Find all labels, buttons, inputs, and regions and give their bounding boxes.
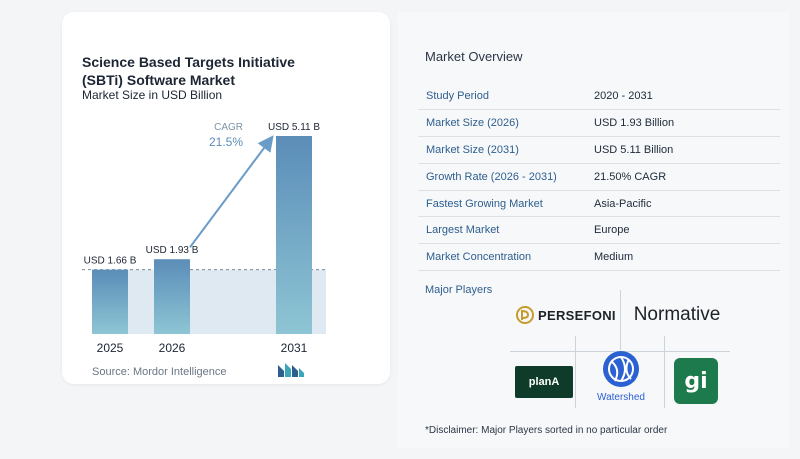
overview-key: Study Period: [418, 83, 588, 111]
normative-logo: Normative: [624, 302, 730, 328]
bar-chart: USD 1.66 B 2025 USD 1.93 B 2026 USD 5.11 B 20…: [82, 122, 328, 355]
overview-key: Largest Market: [418, 216, 588, 245]
persefoni-icon: [516, 306, 534, 324]
overview-row: Fastest Growing Market Asia-Pacific: [418, 190, 780, 218]
bar-2026: [154, 259, 190, 334]
gi-logo: gi: [674, 358, 718, 404]
x-tick-2025: 2025: [97, 341, 124, 355]
normative-name: Normative: [633, 304, 721, 325]
chart-title: Science Based Targets Initiative (SBTi) …: [82, 54, 295, 88]
overview-row: Study Period 2020 - 2031: [418, 83, 780, 111]
bar-2031: [276, 136, 312, 334]
logo-divider: [575, 336, 576, 408]
overview-row: Market Size (2026) USD 1.93 Billion: [418, 109, 780, 138]
data-label-2031: USD 5.11 B: [268, 122, 320, 133]
overview-row: Largest Market Europe: [418, 216, 780, 245]
overview-value: Medium: [588, 243, 780, 272]
plana-name: planA: [528, 376, 560, 388]
overview-key: Market Concentration: [418, 243, 588, 272]
overview-key: Market Size (2026): [418, 109, 588, 138]
plana-logo: planA: [515, 366, 573, 398]
overview-value: 2020 - 2031: [588, 83, 780, 111]
cagr-label: CAGR: [214, 122, 243, 133]
disclaimer: *Disclaimer: Major Players sorted in no …: [425, 425, 668, 436]
watershed-name: Watershed: [597, 392, 645, 403]
overview-key: Fastest Growing Market: [418, 190, 588, 218]
source-note: Source: Mordor Intelligence: [92, 366, 227, 378]
overview-key: Growth Rate (2026 - 2031): [418, 163, 588, 191]
x-tick-2031: 2031: [281, 341, 308, 355]
overview-row: Market Size (2031) USD 5.11 Billion: [418, 136, 780, 164]
logo-divider: [664, 336, 665, 408]
x-tick-2026: 2026: [159, 341, 186, 355]
persefoni-name: PERSEFONI: [538, 307, 616, 323]
overview-value: Asia-Pacific: [588, 190, 780, 218]
overview-value: USD 5.11 Billion: [588, 136, 780, 164]
globe-icon: [603, 351, 639, 387]
watershed-logo: Watershed: [590, 344, 652, 408]
logo-divider: [620, 290, 621, 350]
cagr-arrow: [189, 135, 274, 248]
overview-value: 21.50% CAGR: [588, 163, 780, 191]
gi-name: gi: [684, 368, 708, 394]
overview-value: Europe: [588, 216, 780, 245]
cagr-value: 21.5%: [209, 135, 243, 149]
overview-key: Market Size (2031): [418, 136, 588, 164]
overview-row: Market Concentration Medium: [418, 243, 780, 272]
market-overview-title: Market Overview: [425, 49, 523, 64]
major-players-title: Major Players: [425, 284, 493, 296]
overview-value: USD 1.93 Billion: [588, 109, 780, 138]
chart-subtitle: Market Size in USD Billion: [82, 88, 223, 102]
data-label-2025: USD 1.66 B: [84, 256, 137, 267]
market-overview-table: Study Period 2020 - 2031 Market Size (2026…: [418, 83, 780, 272]
mordor-intelligence-logo: [278, 363, 304, 377]
bar-2025: [92, 269, 128, 334]
persefoni-logo: PERSEFONI: [516, 302, 618, 328]
overview-row: Growth Rate (2026 - 2031) 21.50% CAGR: [418, 163, 780, 191]
data-label-2026: USD 1.93 B: [146, 245, 199, 256]
